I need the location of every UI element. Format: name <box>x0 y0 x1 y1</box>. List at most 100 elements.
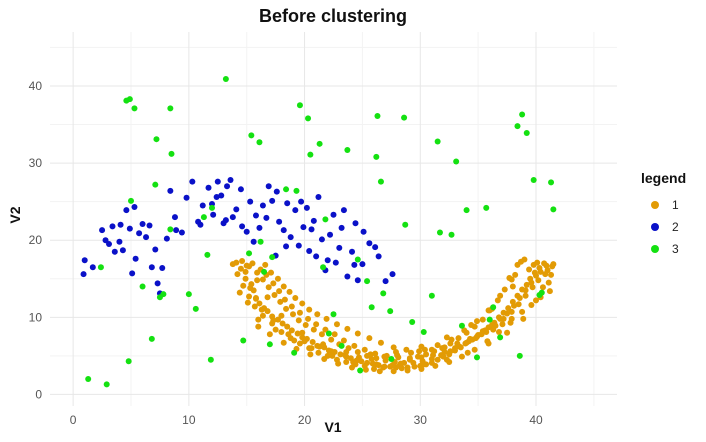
point-series-3-40 <box>344 146 351 153</box>
point-series-1-239 <box>454 340 461 347</box>
point-series-1-197 <box>497 292 504 299</box>
point-series-1-250 <box>526 266 533 273</box>
point-series-3-62 <box>486 316 493 323</box>
point-series-2-48 <box>287 234 294 241</box>
point-series-1-97 <box>511 302 518 309</box>
point-series-1-162 <box>343 359 350 366</box>
point-series-1-165 <box>315 349 322 356</box>
point-series-1-11 <box>279 320 286 327</box>
point-series-3-60 <box>473 354 480 361</box>
point-series-1-173 <box>246 293 253 300</box>
point-series-1-278 <box>390 368 397 375</box>
point-series-3-64 <box>514 123 521 130</box>
point-series-1-228 <box>323 315 330 322</box>
point-series-2-56 <box>318 236 325 243</box>
point-series-2-51 <box>300 224 307 231</box>
point-series-3-77 <box>497 334 504 341</box>
point-series-2-11 <box>126 225 133 232</box>
x-axis-title: V1 <box>324 419 341 435</box>
point-series-1-283 <box>458 353 465 360</box>
point-series-1-120 <box>372 350 379 357</box>
point-series-2-1 <box>80 271 87 278</box>
point-series-2-49 <box>292 207 299 214</box>
point-series-1-72 <box>295 317 302 324</box>
point-series-1-172 <box>251 303 258 310</box>
point-series-1-96 <box>504 310 511 317</box>
point-series-2-76 <box>252 212 259 219</box>
point-series-2-85 <box>352 220 359 227</box>
point-series-3-76 <box>420 328 427 335</box>
point-series-2-68 <box>366 240 373 247</box>
point-series-1-275 <box>349 364 356 371</box>
point-series-3-8 <box>139 283 146 290</box>
point-series-2-26 <box>189 178 196 185</box>
point-series-1-273 <box>321 355 328 362</box>
point-series-1-10 <box>274 316 281 323</box>
point-series-1-103 <box>543 262 550 269</box>
point-series-1-134 <box>515 301 522 308</box>
point-series-1-68 <box>271 291 278 298</box>
x-tick-label-4: 40 <box>529 413 543 427</box>
point-series-1-101 <box>533 272 539 279</box>
point-series-2-92 <box>173 227 180 234</box>
point-series-1-270 <box>280 339 287 346</box>
point-series-2-82 <box>313 253 320 260</box>
point-series-2-54 <box>310 217 317 224</box>
point-series-1-188 <box>504 329 511 336</box>
point-series-2-34 <box>227 177 234 184</box>
point-series-1-137 <box>535 277 542 284</box>
point-series-1-267 <box>244 299 251 306</box>
point-series-1-174 <box>240 282 247 289</box>
point-series-3-66 <box>523 130 530 137</box>
point-series-1-62 <box>548 271 555 278</box>
point-series-1-235 <box>403 346 410 353</box>
point-series-1-159 <box>371 365 377 372</box>
point-series-3-6 <box>125 358 132 365</box>
point-series-2-2 <box>89 264 96 271</box>
point-series-1-266 <box>236 289 243 296</box>
point-series-1-212 <box>301 338 308 345</box>
point-series-1-260 <box>299 329 306 336</box>
point-series-1-2 <box>242 275 249 282</box>
point-series-3-7 <box>128 197 134 204</box>
point-series-1-284 <box>471 346 478 353</box>
point-series-1-190 <box>533 297 539 304</box>
point-series-1-254 <box>443 334 450 341</box>
point-series-3-37 <box>320 264 327 271</box>
point-series-1-130 <box>483 328 490 335</box>
point-series-2-29 <box>205 184 212 191</box>
point-series-1-233 <box>377 339 384 346</box>
point-series-3-41 <box>354 256 361 263</box>
x-tick-label-1: 10 <box>182 413 196 427</box>
point-series-2-39 <box>250 238 257 245</box>
y-tick-label-1: 10 <box>29 310 43 324</box>
legend-label-3: 3 <box>672 242 679 256</box>
point-series-1-115 <box>322 326 329 333</box>
point-series-1-206 <box>381 353 388 360</box>
point-series-3-59 <box>463 207 470 214</box>
point-series-2-45 <box>276 218 283 225</box>
point-series-1-6 <box>256 300 263 307</box>
point-series-1-222 <box>280 283 287 290</box>
point-series-1-276 <box>362 366 369 373</box>
point-series-1-241 <box>478 331 485 338</box>
point-series-1-219 <box>262 261 269 268</box>
point-series-1-81 <box>373 355 380 362</box>
point-series-2-46 <box>280 227 287 234</box>
axis-labels: 0 10 20 30 40 0 10 20 30 40 <box>29 79 543 427</box>
point-series-1-104 <box>239 258 246 265</box>
point-series-3-36 <box>322 216 329 223</box>
point-series-3-9 <box>148 335 155 342</box>
point-series-1-242 <box>490 326 497 333</box>
point-series-1-236 <box>416 348 423 355</box>
point-series-1-200 <box>461 327 468 334</box>
point-series-2-80 <box>298 198 305 205</box>
point-series-1-138 <box>542 271 549 278</box>
point-series-2-83 <box>324 257 331 264</box>
point-series-1-259 <box>320 341 327 348</box>
point-series-1-109 <box>276 288 283 295</box>
point-series-1-262 <box>264 294 271 301</box>
point-series-1-280 <box>418 365 425 372</box>
point-series-3-57 <box>453 158 460 165</box>
point-series-3-19 <box>200 214 207 221</box>
